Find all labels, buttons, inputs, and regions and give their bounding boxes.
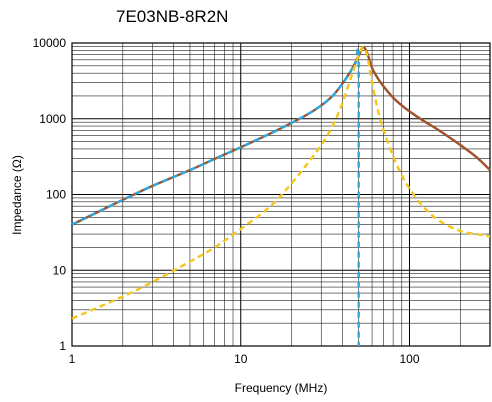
x-tick-labels: 1 10 100 (69, 352, 420, 366)
y-axis-label: Impedance (Ω) (10, 155, 24, 235)
x-tick-label: 100 (399, 352, 419, 366)
x-axis-label: Frequency (MHz) (235, 381, 328, 395)
series-line-2 (71, 47, 360, 346)
y-tick-label: 10000 (33, 36, 67, 50)
chart-title: 7E03NB-8R2N (116, 7, 229, 26)
series-lines (71, 45, 491, 346)
y-tick-label: 10 (53, 263, 67, 277)
y-tick-label: 1000 (39, 112, 66, 126)
y-tick-label: 100 (46, 188, 66, 202)
series-line-3 (71, 46, 491, 320)
plot-frame (71, 42, 491, 347)
y-tick-labels: 1 10 100 1000 10000 (33, 36, 67, 353)
x-tick-label: 10 (234, 352, 248, 366)
x-tick-label: 1 (69, 352, 76, 366)
y-tick-label: 1 (59, 339, 66, 353)
